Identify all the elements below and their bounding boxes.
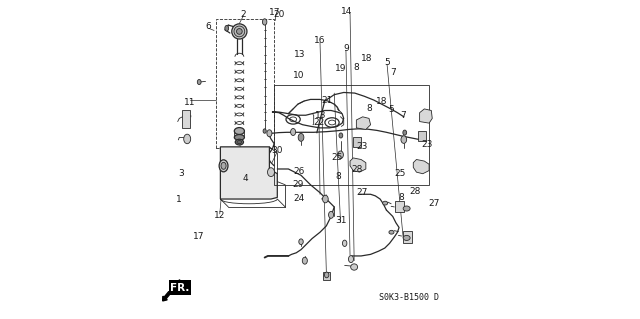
- Ellipse shape: [298, 133, 304, 141]
- Text: 17: 17: [269, 8, 281, 17]
- Text: 8: 8: [336, 172, 342, 181]
- Text: 27: 27: [356, 188, 367, 197]
- Bar: [353, 137, 361, 147]
- Text: 9: 9: [343, 44, 349, 53]
- Text: 5: 5: [384, 58, 390, 67]
- Text: 25: 25: [332, 153, 343, 162]
- Text: 17: 17: [193, 232, 204, 241]
- Ellipse shape: [225, 26, 228, 31]
- Text: 8: 8: [366, 104, 372, 113]
- Ellipse shape: [403, 206, 410, 211]
- Ellipse shape: [383, 201, 388, 205]
- Ellipse shape: [263, 129, 266, 133]
- Ellipse shape: [299, 239, 303, 245]
- Text: 23: 23: [422, 140, 433, 150]
- Polygon shape: [350, 158, 366, 172]
- Text: 8: 8: [398, 193, 404, 202]
- Text: 18: 18: [376, 97, 387, 107]
- Ellipse shape: [302, 257, 307, 264]
- Ellipse shape: [389, 230, 394, 234]
- Text: 30: 30: [271, 145, 283, 154]
- Text: 8: 8: [353, 63, 359, 72]
- Ellipse shape: [324, 272, 329, 278]
- Text: 22: 22: [314, 118, 324, 127]
- Text: 3: 3: [178, 169, 184, 178]
- Ellipse shape: [267, 130, 272, 137]
- Text: 13: 13: [294, 50, 305, 59]
- Bar: [274, 85, 429, 185]
- Ellipse shape: [328, 211, 333, 218]
- Ellipse shape: [219, 160, 228, 172]
- Text: 7: 7: [400, 111, 406, 120]
- Bar: [182, 110, 190, 128]
- Ellipse shape: [236, 139, 243, 145]
- Text: 18: 18: [361, 54, 372, 63]
- Polygon shape: [413, 160, 429, 174]
- Text: 12: 12: [214, 211, 225, 220]
- Text: 10: 10: [293, 71, 305, 80]
- Ellipse shape: [403, 130, 406, 135]
- Text: 28: 28: [351, 165, 363, 174]
- Ellipse shape: [338, 151, 344, 159]
- Ellipse shape: [291, 129, 296, 136]
- Text: 29: 29: [293, 180, 304, 189]
- Ellipse shape: [232, 24, 247, 39]
- Text: 16: 16: [314, 36, 326, 45]
- Ellipse shape: [234, 128, 244, 135]
- Ellipse shape: [339, 133, 343, 138]
- Text: 28: 28: [409, 187, 420, 196]
- Text: 14: 14: [341, 7, 353, 16]
- FancyArrow shape: [163, 292, 171, 301]
- Text: 21: 21: [321, 96, 333, 105]
- Ellipse shape: [348, 256, 353, 263]
- Ellipse shape: [221, 162, 226, 169]
- Polygon shape: [420, 109, 432, 123]
- Text: 19: 19: [335, 64, 346, 73]
- Ellipse shape: [237, 141, 242, 144]
- Ellipse shape: [351, 264, 358, 270]
- Bar: [323, 272, 330, 280]
- Text: 1: 1: [175, 195, 181, 204]
- Ellipse shape: [268, 168, 275, 177]
- Ellipse shape: [234, 135, 244, 140]
- Text: 27: 27: [429, 199, 440, 208]
- Ellipse shape: [197, 79, 201, 85]
- Text: 11: 11: [184, 98, 195, 107]
- Text: 23: 23: [356, 142, 368, 151]
- Text: 6: 6: [206, 22, 212, 31]
- Ellipse shape: [262, 19, 267, 25]
- Ellipse shape: [237, 29, 242, 34]
- Bar: [418, 131, 426, 141]
- Text: 4: 4: [243, 174, 248, 183]
- Polygon shape: [356, 117, 371, 130]
- Text: FR.: FR.: [170, 283, 189, 293]
- Text: 2: 2: [241, 10, 246, 19]
- Text: 26: 26: [293, 167, 305, 176]
- Bar: [403, 231, 412, 243]
- Ellipse shape: [403, 235, 410, 241]
- Text: 5: 5: [388, 105, 394, 114]
- Ellipse shape: [342, 240, 347, 247]
- Bar: [216, 19, 274, 148]
- Text: 7: 7: [390, 68, 396, 77]
- Text: 24: 24: [293, 194, 304, 203]
- Ellipse shape: [401, 136, 406, 143]
- Ellipse shape: [184, 134, 191, 144]
- Text: S0K3-B1500 D: S0K3-B1500 D: [378, 293, 438, 301]
- Polygon shape: [220, 147, 277, 199]
- Text: 13: 13: [315, 111, 326, 120]
- Ellipse shape: [323, 195, 328, 203]
- Text: 31: 31: [335, 216, 346, 225]
- Text: 25: 25: [394, 169, 405, 178]
- Text: 20: 20: [274, 10, 285, 19]
- Bar: [396, 201, 404, 212]
- FancyBboxPatch shape: [169, 280, 191, 295]
- Ellipse shape: [234, 26, 244, 37]
